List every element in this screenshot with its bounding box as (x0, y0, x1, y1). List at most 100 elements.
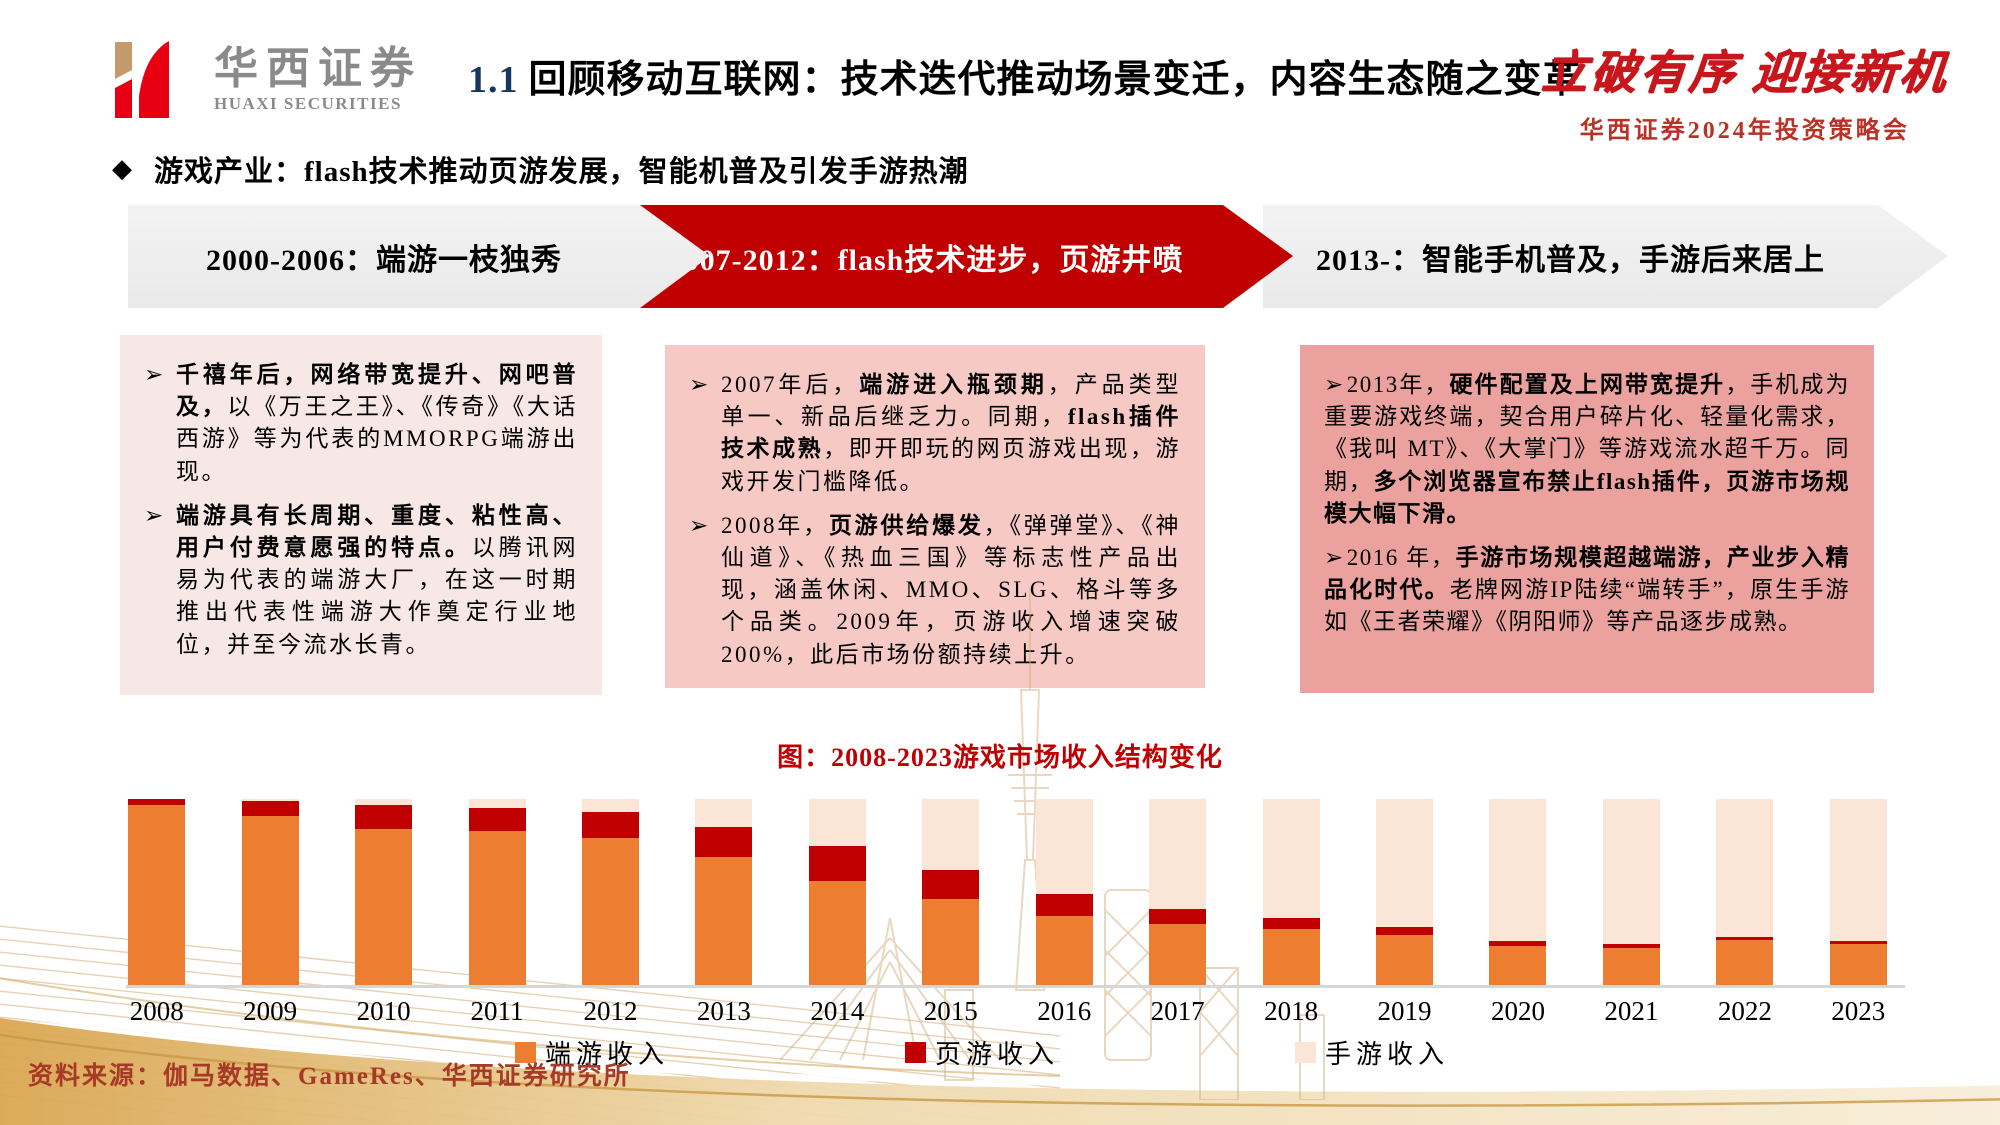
x-axis-label: 2021 (1604, 996, 1659, 1026)
bar-segment-端游收入 (128, 804, 186, 985)
title-number: 1.1 (468, 59, 519, 101)
slogan-block: 立破有序 迎接新机 华西证券2024年投资策略会 (1538, 36, 1950, 145)
timeline-stage-2007-2012: 2007-2012：flash技术进步，页游井喷 (628, 205, 1293, 308)
x-axis-label: 2011 (470, 996, 524, 1026)
bar-segment-手游收入 (695, 799, 753, 827)
stacked-bar-2009 (241, 799, 299, 985)
x-axis-label: 2022 (1717, 996, 1772, 1026)
bar-segment-页游收入 (808, 845, 866, 881)
bar-segment-手游收入 (808, 799, 866, 846)
bar-segment-端游收入 (355, 828, 413, 985)
bullet-arrow-icon: ➢ (689, 372, 711, 397)
bar-segment-手游收入 (1829, 799, 1887, 942)
bar-segment-手游收入 (581, 799, 639, 813)
x-axis-label: 2023 (1831, 996, 1886, 1026)
stacked-bar-2011 (468, 799, 526, 985)
bar-segment-页游收入 (1489, 941, 1547, 946)
stacked-bar-2015 (922, 799, 980, 985)
bar-segment-端游收入 (581, 838, 639, 985)
bar-segment-页游收入 (695, 826, 753, 857)
bar-segment-手游收入 (1262, 799, 1320, 919)
stacked-bar-2019 (1376, 799, 1434, 985)
bar-segment-页游收入 (1602, 944, 1660, 948)
legend-item: 手游收入 (1295, 1034, 1449, 1071)
era-box-2000-2006: ➢ 千禧年后，网络带宽提升、网吧普及，以《万王之王》、《传奇》《大话西游》等为代表… (120, 335, 602, 695)
x-axis-label: 2008 (129, 996, 184, 1026)
bullet-arrow-icon: ➢ (144, 362, 166, 387)
bar-segment-页游收入 (355, 804, 413, 829)
source-note: 资料来源：伽马数据、GameRes、华西证券研究所 (28, 1063, 631, 1090)
stacked-bar-2023 (1829, 799, 1887, 985)
bullet-arrow-icon: ➢ (689, 512, 711, 538)
bar-segment-端游收入 (1035, 916, 1093, 985)
stacked-bar-2021 (1602, 799, 1660, 985)
chart-title: 图：2008-2023游戏市场收入结构变化 (777, 743, 1223, 772)
bar-segment-手游收入 (1035, 799, 1093, 894)
slogan-calligraphy: 立破有序 迎接新机 (1538, 47, 1950, 98)
bullet-item: ➢2016 年，手游市场规模超越端游，产业步入精品化时代。老牌网游IP陆续“端转… (1324, 544, 1851, 635)
bar-segment-页游收入 (1829, 941, 1887, 945)
bar-segment-手游收入 (1602, 799, 1660, 945)
x-axis-label: 2019 (1377, 996, 1432, 1026)
stacked-bar-2022 (1716, 799, 1774, 985)
logo-cn: 华西证券 (214, 43, 422, 93)
bar-segment-端游收入 (1262, 929, 1320, 985)
section-heading: ◆ 游戏产业：flash技术推动页游发展，智能机普及引发手游热潮 (112, 148, 969, 190)
bar-segment-端游收入 (922, 899, 980, 985)
timeline-stage-2013: 2013-：智能手机普及，手游后来居上 (1263, 205, 1948, 308)
bullet-item: ➢ 千禧年后，网络带宽提升、网吧普及，以《万王之王》、《传奇》《大话西游》等为代表… (144, 359, 578, 488)
legend-label: 页游收入 (935, 1040, 1060, 1069)
bullet-item: ➢ 端游具有长周期、重度、粘性高、用户付费意愿强的特点。以腾讯网易为代表的端游大厂… (144, 500, 578, 661)
bar-segment-页游收入 (1035, 893, 1093, 917)
bar-segment-端游收入 (1376, 934, 1434, 985)
bar-segment-页游收入 (128, 799, 186, 805)
bullet-arrow-icon: ➢ (144, 502, 166, 528)
timeline-stage-label: 2007-2012：flash技术进步，页游井喷 (667, 243, 1184, 277)
bullet-item: ➢2013年，硬件配置及上网带宽提升，手机成为重要游戏终端，契合用户碎片化、轻量… (1324, 372, 1851, 526)
bar-segment-端游收入 (1829, 944, 1887, 985)
legend-label: 手游收入 (1325, 1040, 1450, 1069)
bar-segment-手游收入 (241, 799, 299, 801)
page-title: 1.1 回顾移动互联网：技术迭代推动场景变迁，内容生态随之变革 (468, 48, 1581, 103)
timeline-stage-label: 2013-：智能手机普及，手游后来居上 (1316, 243, 1825, 277)
bar-segment-页游收入 (581, 812, 639, 839)
bullet-arrow-icon: ➢ (1324, 544, 1345, 570)
bar-segment-页游收入 (922, 869, 980, 900)
x-axis-labels: 2008 2009 2010 2011 2012 2013 2014 2015 2016 2017… (100, 996, 1915, 1027)
bullet-item: ➢ 2008年，页游供给爆发，《弹弹堂》、《神仙道》、《热血三国》等标志性产品出现… (689, 510, 1181, 671)
bar-segment-端游收入 (1716, 940, 1774, 985)
x-axis-label: 2015 (923, 996, 978, 1026)
stacked-bar-2012 (581, 799, 639, 985)
x-axis-label: 2014 (810, 996, 865, 1026)
legend-swatch (1295, 1042, 1316, 1063)
slogan-subtitle: 华西证券2024年投资策略会 (1579, 118, 1910, 144)
logo-en: HUAXI SECURITIES (214, 94, 402, 114)
x-axis-label: 2009 (243, 996, 298, 1026)
bar-segment-端游收入 (468, 830, 526, 985)
bar-segment-页游收入 (468, 808, 526, 831)
x-axis-label: 2020 (1490, 996, 1545, 1026)
stacked-bar-2017 (1149, 799, 1207, 985)
timeline: 2013-：智能手机普及，手游后来居上 2007-2012：flash技术进步，… (128, 205, 1948, 308)
legend-item: 页游收入 (905, 1034, 1059, 1071)
x-axis-line (126, 985, 1905, 988)
bar-segment-端游收入 (808, 880, 866, 985)
x-axis-label: 2010 (356, 996, 411, 1026)
era-box-2013: ➢2013年，硬件配置及上网带宽提升，手机成为重要游戏终端，契合用户碎片化、轻量… (1300, 345, 1874, 693)
bar-segment-手游收入 (1489, 799, 1547, 942)
x-axis-label: 2017 (1150, 996, 1205, 1026)
x-axis-label: 2018 (1264, 996, 1319, 1026)
bullet-arrow-icon: ➢ (1324, 372, 1345, 397)
bullet-item: ➢ 2007年后，端游进入瓶颈期，产品类型单一、新品后继乏力。同期，flash插件… (689, 369, 1181, 498)
bar-segment-页游收入 (1149, 908, 1207, 924)
stacked-bar-2010 (355, 799, 413, 985)
title-text: 回顾移动互联网：技术迭代推动场景变迁，内容生态随之变革 (528, 59, 1582, 101)
bar-segment-端游收入 (695, 856, 753, 985)
bar-segment-手游收入 (922, 799, 980, 870)
bar-segment-手游收入 (468, 799, 526, 809)
stacked-bar-2008 (128, 799, 186, 985)
x-axis-label: 2016 (1037, 996, 1092, 1026)
x-axis-label: 2013 (696, 996, 751, 1026)
era-box-2007-2012: ➢ 2007年后，端游进入瓶颈期，产品类型单一、新品后继乏力。同期，flash插件… (665, 345, 1205, 688)
